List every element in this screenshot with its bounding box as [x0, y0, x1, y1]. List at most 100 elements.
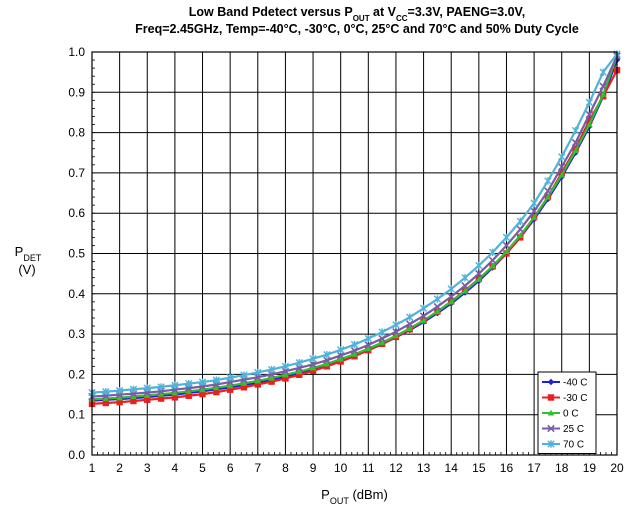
data-point	[461, 273, 469, 282]
x-tick-label: 16	[500, 461, 514, 475]
data-point	[433, 295, 442, 303]
x-axis-ticks: 1 2 3 4 5 6 7 8 9 10 11 12 13 14 15 16 17 18 19 20	[89, 461, 624, 475]
data-point	[378, 334, 386, 343]
data-point	[254, 368, 262, 377]
data-point	[447, 285, 455, 293]
data-point	[488, 256, 497, 265]
data-point	[171, 389, 179, 396]
data-point	[557, 163, 566, 171]
x-tick-label: 20	[610, 461, 624, 475]
data-point	[102, 399, 110, 407]
x-tick-label: 10	[334, 461, 348, 475]
data-point	[503, 248, 510, 255]
data-point	[585, 98, 594, 107]
y-tick-label: 0.3	[68, 327, 85, 341]
data-point	[406, 325, 413, 332]
data-point	[544, 177, 552, 185]
data-point	[295, 359, 303, 367]
y-tick-label: 0.0	[68, 448, 85, 462]
data-point	[171, 394, 179, 401]
data-point	[185, 392, 192, 399]
data-point	[517, 232, 524, 238]
data-point	[475, 269, 483, 278]
data-point	[502, 233, 511, 242]
data-point	[378, 339, 386, 346]
data-point	[461, 281, 469, 290]
x-tick-label: 19	[583, 461, 597, 475]
data-point	[102, 388, 110, 396]
series-group	[88, 50, 621, 408]
data-point	[392, 327, 400, 336]
y-tick-label: 0.2	[68, 367, 85, 381]
data-point	[171, 381, 179, 389]
data-point	[267, 365, 276, 374]
data-point	[392, 332, 400, 339]
data-point	[309, 364, 317, 371]
data-point	[544, 193, 552, 200]
y-tick-label: 0.9	[68, 85, 85, 99]
data-point	[447, 292, 455, 301]
plot-frame	[91, 51, 618, 456]
data-point	[586, 121, 593, 128]
legend-label: -40 C	[563, 378, 587, 389]
data-point	[350, 346, 359, 355]
data-point	[144, 392, 151, 398]
data-point	[544, 187, 552, 195]
legend-marker	[547, 409, 555, 416]
y-axis-unit: (V)	[18, 262, 35, 277]
legend-item: 70 C	[542, 440, 584, 451]
data-point	[392, 321, 400, 329]
data-point	[530, 199, 538, 207]
series-70c	[88, 50, 621, 397]
x-tick-label: 17	[527, 461, 541, 475]
data-point	[309, 367, 317, 374]
data-point	[212, 376, 221, 384]
data-point	[226, 386, 234, 393]
data-point	[516, 217, 524, 225]
grid	[91, 51, 618, 456]
legend-label: 25 C	[563, 424, 584, 435]
x-tick-label: 7	[254, 461, 261, 475]
data-point	[488, 248, 497, 256]
legend-marker	[547, 424, 555, 433]
y-tick-label: 0.6	[68, 206, 85, 220]
x-tick-label: 14	[445, 461, 459, 475]
data-point	[337, 355, 344, 362]
y-tick-label: 0.1	[68, 408, 85, 422]
data-point	[558, 153, 566, 161]
data-point	[282, 371, 289, 378]
data-point	[336, 351, 345, 360]
data-point	[240, 384, 248, 391]
x-axis-label: POUT (dBm)	[321, 487, 388, 506]
x-tick-label: 6	[227, 461, 234, 475]
x-tick-label: 15	[472, 461, 486, 475]
data-point	[130, 397, 137, 405]
data-point	[143, 384, 151, 392]
data-point	[530, 207, 538, 215]
legend-label: -30 C	[563, 393, 587, 404]
x-tick-label: 1	[89, 461, 96, 475]
data-point	[434, 308, 441, 315]
data-point	[254, 381, 261, 388]
data-point	[199, 390, 206, 398]
legend-label: 70 C	[563, 440, 584, 451]
data-point	[364, 334, 373, 343]
legend-marker	[547, 378, 555, 386]
chart-title-line: Low Band Pdetect versus POUT at VCC=3.3V…	[189, 5, 525, 23]
data-point	[144, 396, 151, 403]
x-tick-label: 9	[310, 461, 317, 475]
data-point	[364, 341, 373, 349]
data-point	[296, 368, 303, 375]
x-tick-label: 12	[389, 461, 403, 475]
data-point	[475, 261, 483, 270]
data-point	[213, 384, 220, 391]
y-tick-label: 0.4	[68, 287, 85, 301]
data-point	[502, 241, 511, 250]
y-axis-label: PDET	[15, 244, 42, 263]
x-tick-label: 13	[417, 461, 431, 475]
x-tick-label: 4	[172, 461, 179, 475]
data-point	[406, 313, 414, 321]
data-point	[599, 68, 607, 76]
y-tick-label: 0.8	[68, 126, 85, 140]
data-point	[405, 320, 414, 328]
